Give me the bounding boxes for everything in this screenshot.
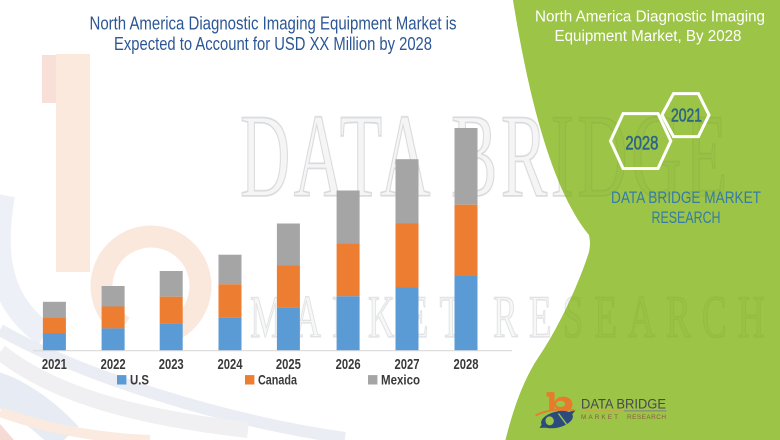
- svg-text:2028: 2028: [454, 356, 479, 373]
- svg-text:Canada: Canada: [258, 372, 297, 387]
- svg-text:2027: 2027: [395, 356, 420, 373]
- svg-text:North America Diagnostic Imagi: North America Diagnostic Imaging Equipme…: [90, 14, 457, 34]
- svg-text:RESEARCH: RESEARCH: [627, 414, 666, 421]
- svg-text:2021: 2021: [42, 356, 67, 373]
- svg-text:2028: 2028: [625, 133, 658, 155]
- svg-text:U.S: U.S: [130, 372, 149, 387]
- svg-text:2026: 2026: [336, 356, 361, 373]
- svg-text:2022: 2022: [101, 356, 126, 373]
- svg-text:2025: 2025: [276, 356, 301, 373]
- svg-text:2021: 2021: [671, 105, 702, 125]
- svg-text:DATA BRIDGE: DATA BRIDGE: [581, 397, 666, 413]
- svg-text:Expected to Account for USD XX: Expected to Account for USD XX Million b…: [114, 34, 432, 54]
- svg-text:Equipment Market, By 2028: Equipment Market, By 2028: [555, 28, 742, 45]
- svg-text:Mexico: Mexico: [381, 372, 420, 387]
- svg-text:RESEARCH: RESEARCH: [652, 209, 721, 227]
- svg-text:DATA BRIDGE MARKET: DATA BRIDGE MARKET: [611, 189, 761, 207]
- svg-text:North America Diagnostic Imagi: North America Diagnostic Imaging: [535, 8, 765, 25]
- svg-text:2024: 2024: [218, 356, 243, 373]
- svg-text:2023: 2023: [159, 356, 184, 373]
